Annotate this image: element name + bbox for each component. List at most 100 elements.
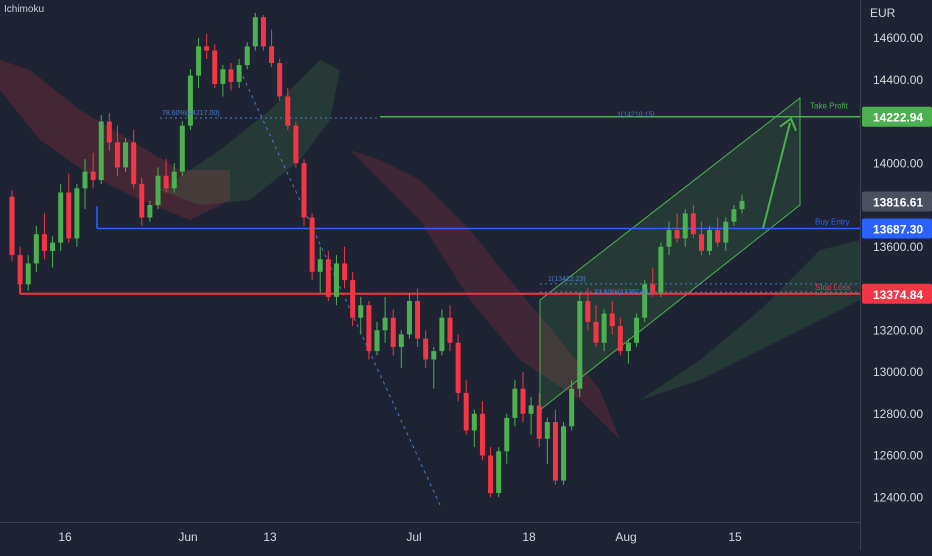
- candle-body: [179, 125, 185, 172]
- y-tick-label: 14000.00: [873, 156, 923, 170]
- candle-body: [455, 342, 461, 393]
- arrow-shaft: [762, 122, 791, 229]
- x-tick-label: 13: [263, 530, 277, 544]
- candle-body: [66, 192, 72, 239]
- candle-body: [350, 280, 356, 318]
- candle-body: [715, 230, 721, 243]
- candle-body: [139, 184, 145, 218]
- price-tag-label: 13374.84: [873, 288, 923, 302]
- x-tick-label: 18: [522, 530, 536, 544]
- fib-mid-bottom-label: 23.60%(13382.81): [594, 289, 652, 296]
- y-tick-label: 13000.00: [873, 365, 923, 379]
- fibonacci-lines[interactable]: [160, 69, 860, 506]
- candle-body: [358, 305, 364, 318]
- cloud-red-shape: [350, 150, 620, 440]
- candle-body: [82, 171, 88, 189]
- candle-body: [252, 17, 258, 47]
- x-tick-label: 15: [728, 530, 742, 544]
- indicator-label[interactable]: Ichimoku: [4, 4, 45, 15]
- candle-body: [577, 301, 583, 389]
- candle-body: [366, 305, 372, 352]
- candle-body: [33, 234, 39, 264]
- candle-body: [228, 69, 234, 82]
- cloud-green-shape: [160, 60, 340, 205]
- candle-body: [382, 317, 388, 331]
- candle-body: [390, 317, 396, 347]
- time-axis[interactable]: 16 Jun 13 Jul 18 Aug 15: [0, 522, 860, 551]
- candle-body: [682, 213, 688, 239]
- x-tick-label: Aug: [615, 530, 636, 544]
- x-tick-label: 16: [58, 530, 72, 544]
- candlestick-series: [9, 12, 745, 498]
- buy-entry-label: Buy Entry: [815, 218, 850, 227]
- candle-body: [634, 317, 640, 343]
- candle-body: [447, 317, 453, 343]
- candle-body: [74, 188, 80, 239]
- fib-mid-top-label: 1(13422.23): [548, 276, 586, 283]
- candle-body: [650, 284, 656, 293]
- candle-body: [512, 388, 518, 418]
- candle-body: [707, 230, 713, 251]
- candle-body: [236, 65, 242, 82]
- candle-body: [98, 121, 104, 180]
- candle-body: [163, 175, 169, 189]
- candle-body: [277, 63, 283, 97]
- candle-body: [423, 338, 429, 360]
- candle-body: [301, 163, 307, 218]
- price-axis-canvas: 12400.00 12600.00 12800.00 13000.00 13200.00…: [862, 31, 932, 504]
- candle-body: [58, 192, 64, 243]
- fib-diagonal-line: [239, 69, 441, 506]
- candle-body: [285, 96, 291, 126]
- candle-body: [674, 230, 680, 239]
- candle-body: [212, 50, 218, 84]
- fib-right-label: 1(14210.15): [617, 111, 655, 118]
- candle-body: [504, 417, 510, 452]
- candle-body: [342, 263, 348, 281]
- price-tag: [862, 218, 932, 239]
- cloud-green-shape: [640, 240, 860, 400]
- x-tick-label: Jun: [178, 530, 197, 544]
- candle-body: [50, 242, 56, 251]
- candle-body: [642, 284, 648, 318]
- candle-body: [317, 259, 323, 272]
- candle-body: [41, 234, 47, 251]
- price-tag-label: 13816.61: [873, 196, 923, 210]
- candle-body: [561, 426, 567, 481]
- candle-body: [220, 69, 226, 84]
- candle-body: [601, 313, 607, 343]
- price-tag-label: 14222.94: [873, 111, 923, 125]
- candle-body: [439, 317, 445, 352]
- price-tag-label: 13687.30: [873, 223, 923, 237]
- candle-body: [155, 175, 161, 205]
- candle-body: [123, 142, 129, 168]
- candle-body: [625, 342, 631, 352]
- candle-body: [325, 259, 331, 297]
- price-axis[interactable]: 12400.00 12600.00 12800.00 13000.00 13200.00…: [860, 0, 932, 550]
- y-tick-label: 13600.00: [873, 240, 923, 254]
- price-tag: [862, 106, 932, 127]
- candle-body: [471, 413, 477, 431]
- candle-body: [17, 255, 23, 285]
- candle-body: [25, 263, 31, 285]
- candle-body: [544, 422, 550, 439]
- candle-body: [617, 326, 623, 352]
- target-arrow[interactable]: [762, 117, 797, 229]
- candle-body: [496, 451, 502, 494]
- candle-body: [309, 217, 315, 272]
- candle-body: [739, 200, 745, 210]
- candle-body: [488, 455, 494, 494]
- candle-body: [593, 321, 599, 343]
- candle-body: [479, 413, 485, 456]
- candle-body: [90, 171, 96, 180]
- candle-body: [406, 301, 412, 335]
- candle-body: [269, 46, 275, 64]
- price-tag: [862, 283, 932, 304]
- price-tag: [862, 191, 932, 212]
- candle-body: [415, 301, 421, 339]
- candle-body: [723, 221, 729, 243]
- candle-body: [187, 75, 193, 126]
- candle-body: [528, 405, 534, 414]
- candle-body: [114, 142, 120, 168]
